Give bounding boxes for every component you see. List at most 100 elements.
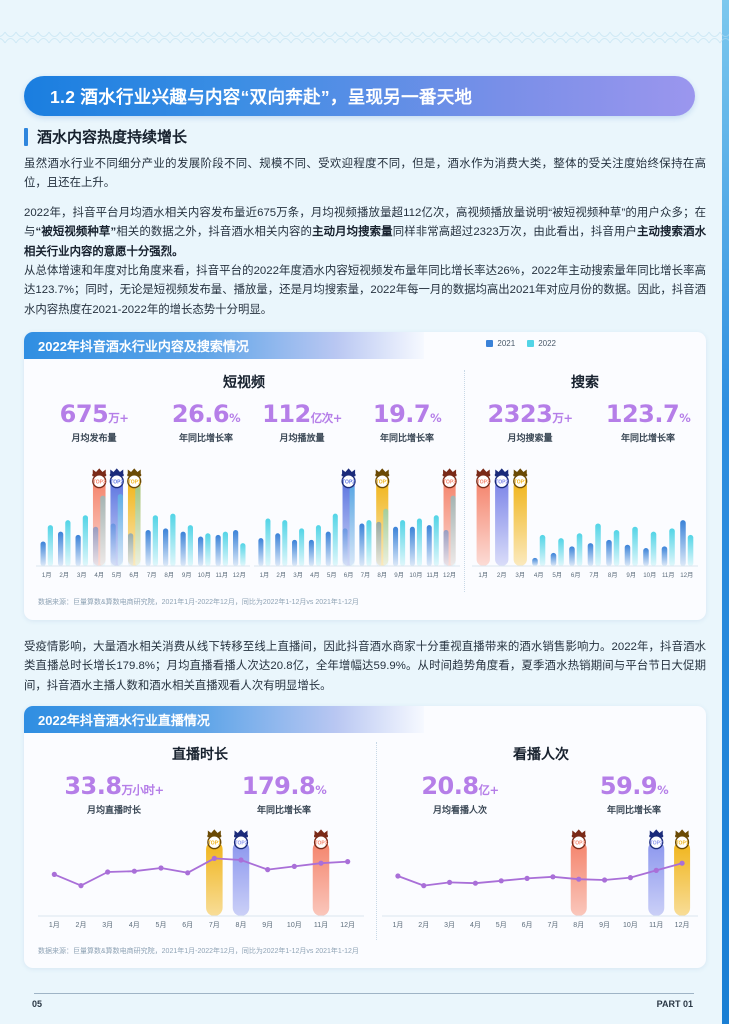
rank-badge-top1: TOP1 bbox=[513, 468, 528, 489]
legend-item: 2021 bbox=[486, 339, 515, 348]
x-axis-tick-label: 8月 bbox=[377, 572, 387, 579]
svg-text:TOP1: TOP1 bbox=[128, 479, 141, 485]
highlight-column bbox=[674, 841, 691, 916]
x-axis-tick-label: 11月 bbox=[215, 572, 228, 579]
line-data-point bbox=[265, 867, 271, 873]
x-axis-tick-label: 9月 bbox=[394, 572, 404, 579]
bar bbox=[359, 523, 365, 566]
p2-seg-b: “被短视频种草” bbox=[35, 226, 117, 239]
bar bbox=[587, 543, 594, 566]
kpi-label: 月均发布量 bbox=[71, 433, 117, 443]
x-axis-tick-label: 10月 bbox=[643, 572, 656, 579]
line-data-point bbox=[105, 869, 111, 875]
x-axis-tick-label: 3月 bbox=[102, 921, 113, 929]
rank-badge-top1: TOP1 bbox=[207, 829, 222, 850]
footer-part-label: PART 01 bbox=[656, 999, 693, 1009]
kpi-label: 月均播放量 bbox=[279, 433, 325, 443]
bar bbox=[265, 518, 271, 566]
x-axis-tick-label: 10月 bbox=[287, 921, 302, 929]
bar bbox=[595, 523, 601, 566]
bar bbox=[282, 520, 288, 566]
bar bbox=[443, 530, 449, 566]
x-axis-tick-label: 9月 bbox=[626, 572, 636, 579]
kpi-number: 112 bbox=[262, 400, 311, 428]
rank-badge-top3: TOP3 bbox=[313, 829, 329, 850]
rank-badge-top3: TOP3 bbox=[571, 829, 586, 850]
p2-seg-f: 主动搜索酒水相关行业内容的意愿十分强烈。 bbox=[24, 226, 706, 258]
line-data-point bbox=[421, 883, 427, 889]
highlight-column bbox=[648, 841, 665, 916]
x-axis-tick-label: 1月 bbox=[49, 921, 60, 929]
kpi-monthly-search: 2323万+ 月均搜索量 bbox=[468, 402, 592, 444]
trend-line bbox=[397, 862, 683, 887]
x-axis-tick-label: 12月 bbox=[443, 572, 456, 579]
x-axis-tick-label: 1月 bbox=[478, 572, 488, 579]
bar bbox=[661, 546, 668, 566]
bar bbox=[416, 518, 422, 566]
x-axis-tick-label: 8月 bbox=[164, 572, 174, 579]
line-data-point bbox=[524, 875, 530, 881]
svg-text:TOP2: TOP2 bbox=[342, 479, 355, 485]
svg-text:TOP1: TOP1 bbox=[208, 840, 221, 846]
bar bbox=[409, 526, 415, 566]
x-axis-tick-label: 7月 bbox=[147, 572, 157, 579]
kpi-label: 年同比增长率 bbox=[178, 433, 233, 443]
kpi-label: 年同比增长率 bbox=[379, 433, 434, 443]
kpi-number: 59.9 bbox=[599, 772, 658, 800]
svg-text:TOP3: TOP3 bbox=[572, 840, 585, 846]
kpi-unit: 亿次+ bbox=[310, 411, 343, 425]
x-axis-tick-label: 7月 bbox=[547, 921, 558, 929]
line-data-point bbox=[291, 863, 297, 869]
paragraph-4: 受疫情影响，大量酒水相关消费从线下转移至线上直播间，因此抖音酒水商家十分重视直播… bbox=[24, 641, 706, 692]
kpi-label: 月均直播时长 bbox=[86, 805, 141, 815]
highlight-column bbox=[476, 480, 490, 566]
kpi-unit: % bbox=[229, 411, 241, 425]
kpi-live-duration: 33.8万小时+ 月均直播时长 bbox=[38, 774, 190, 816]
kpi-label: 年同比增长率 bbox=[256, 805, 311, 815]
x-axis-tick-label: 6月 bbox=[182, 921, 193, 929]
footer-page-number: 05 bbox=[32, 999, 43, 1009]
highlight-column bbox=[495, 480, 509, 566]
kpi-viewers: 20.8亿+ 月均看播人次 bbox=[390, 774, 530, 816]
bar bbox=[450, 495, 456, 566]
bar bbox=[569, 546, 575, 566]
svg-text:TOP3: TOP3 bbox=[443, 479, 456, 485]
card1-divider bbox=[464, 370, 465, 592]
line-data-point bbox=[679, 860, 685, 866]
x-axis-tick-label: 7月 bbox=[589, 572, 599, 579]
rank-badge-top2: TOP2 bbox=[109, 468, 124, 489]
legend-label: 2022 bbox=[538, 339, 556, 348]
bar bbox=[198, 536, 204, 566]
x-axis-tick-label: 6月 bbox=[129, 572, 139, 579]
card2-divider bbox=[376, 742, 377, 940]
bar bbox=[180, 531, 186, 566]
kpi-number: 20.8 bbox=[421, 772, 479, 800]
line-data-point bbox=[318, 860, 324, 866]
p2-seg-e: 同样非常高超过2323万次，由此看出，抖音用户 bbox=[392, 226, 637, 239]
x-axis-tick-label: 5月 bbox=[112, 572, 122, 579]
kpi-number: 675 bbox=[59, 400, 109, 428]
rank-badge-top2: TOP2 bbox=[494, 468, 509, 489]
x-axis-tick-label: 5月 bbox=[327, 572, 337, 579]
rank-badge-top3: TOP3 bbox=[92, 468, 107, 489]
svg-text:TOP2: TOP2 bbox=[495, 479, 508, 485]
bar bbox=[433, 515, 439, 566]
line-data-point bbox=[498, 878, 504, 884]
card2-source-note: 数据来源：巨量算数&算数电商研究院，2021年1月-2022年12月，同比为20… bbox=[38, 948, 359, 955]
highlight-column bbox=[513, 480, 527, 566]
bar bbox=[539, 534, 546, 566]
bar bbox=[366, 520, 372, 566]
kpi-number: 26.6 bbox=[171, 400, 230, 428]
x-axis-tick-label: 11月 bbox=[314, 921, 328, 929]
svg-text:TOP1: TOP1 bbox=[376, 479, 389, 485]
kpi-label: 年同比增长率 bbox=[620, 433, 675, 443]
kpi-value: 123.7% bbox=[590, 402, 706, 426]
kpi-value: 20.8亿+ bbox=[390, 774, 530, 798]
x-axis-tick-label: 3月 bbox=[77, 572, 87, 579]
rank-badge-top2: TOP2 bbox=[649, 829, 664, 850]
line-data-point bbox=[653, 867, 659, 873]
line-data-point bbox=[472, 880, 479, 886]
p2-seg-c: 相关的数据之外，抖音酒水相关内容的 bbox=[116, 226, 313, 239]
p2-seg-d: 主动月均搜索量 bbox=[312, 226, 393, 239]
kpi-number: 2323 bbox=[487, 400, 553, 428]
